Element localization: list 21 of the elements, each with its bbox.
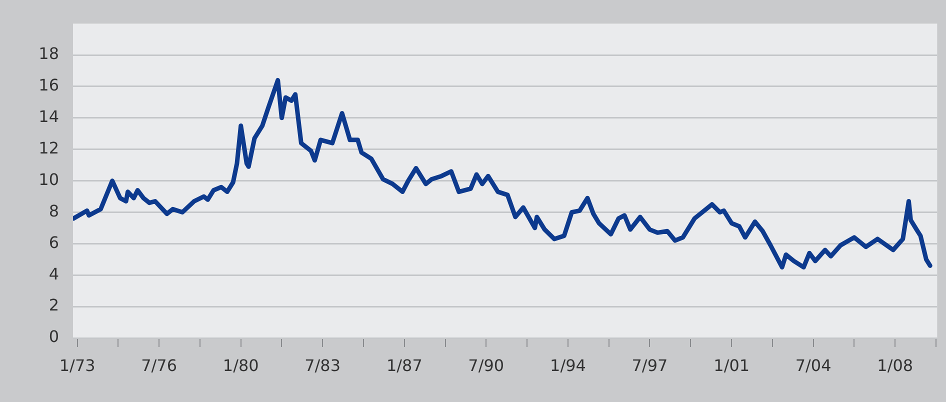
y-tick-label: 16 — [38, 76, 59, 95]
y-tick-label: 12 — [38, 138, 59, 158]
x-tick-label: 1/73 — [59, 356, 96, 375]
y-tick-label: 0 — [48, 327, 59, 346]
x-tick-label: 7/04 — [795, 356, 832, 375]
y-tick-label: 6 — [48, 232, 59, 252]
y-tick-label: 10 — [38, 170, 59, 189]
x-tick-label: 1/87 — [386, 356, 422, 375]
x-tick-label: 7/90 — [468, 356, 504, 375]
x-tick-label: 1/08 — [877, 356, 914, 375]
x-tick-label: 1/94 — [550, 356, 586, 375]
y-tick-label: 4 — [48, 264, 59, 284]
y-tick-label: 14 — [38, 107, 59, 126]
y-tick-label: 18 — [38, 44, 59, 64]
x-tick-label: 1/80 — [222, 356, 259, 375]
x-tick-label: 7/83 — [304, 356, 341, 375]
y-tick-label: 8 — [48, 201, 59, 220]
y-tick-label: 2 — [48, 296, 59, 315]
x-tick-label: 7/97 — [632, 356, 668, 375]
x-tick-label: 1/01 — [714, 356, 750, 375]
x-tick-label: 7/76 — [141, 356, 178, 375]
